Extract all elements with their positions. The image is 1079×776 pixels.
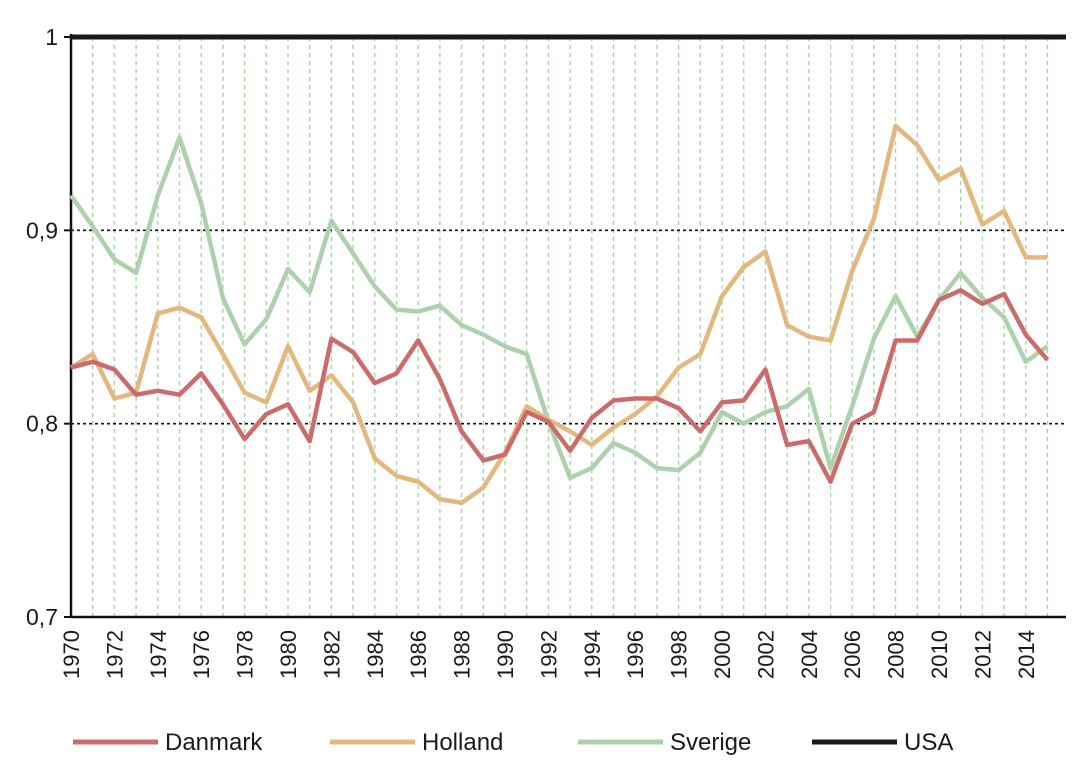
y-tick-labels: 0,7 0,8 0,9 1: [26, 24, 58, 630]
x-tick-label: 1994: [580, 630, 605, 679]
x-tick-label: 2000: [710, 630, 735, 679]
y-tick-label: 0,9: [26, 217, 58, 243]
x-tick-label: 2012: [970, 630, 995, 679]
series-line-danmark: [70, 288, 1050, 484]
y-tick-label: 0,7: [26, 604, 58, 630]
legend-label: Sverige: [670, 729, 751, 756]
legend: Danmark Holland Sverige USA: [73, 729, 953, 756]
x-tick-label: 1990: [493, 630, 518, 679]
x-tick-label: 2004: [797, 630, 822, 679]
series-layer: [69, 34, 1066, 506]
x-tick-label: 2010: [927, 630, 952, 679]
x-tick-label: 1984: [363, 630, 388, 679]
x-tick-label: 2002: [753, 630, 778, 679]
x-tick-label: 1976: [189, 630, 214, 679]
x-tick-label: 1972: [102, 630, 127, 679]
axes-layer: [64, 34, 1066, 619]
x-tick-labels: 1970 1972 1974 1976 1978 1980 1982 1984 1986 1988…: [59, 630, 1039, 679]
x-tick-label: 1974: [146, 630, 171, 679]
y-tick-label: 1: [45, 24, 58, 50]
x-tick-label: 2006: [840, 630, 865, 679]
grid-layer: [71, 37, 1066, 617]
x-tick-label: 1978: [233, 630, 258, 679]
y-tick-label: 0,8: [26, 411, 58, 437]
x-tick-label: 1988: [450, 630, 475, 679]
legend-item-danmark: Danmark: [73, 729, 263, 756]
x-tick-label: 1980: [276, 630, 301, 679]
x-tick-label: 1992: [536, 630, 561, 679]
legend-label: USA: [904, 729, 953, 756]
series-line-sverige: [69, 135, 1049, 481]
x-tick-label: 1970: [59, 630, 84, 679]
legend-item-usa: USA: [812, 729, 953, 756]
legend-label: Holland: [422, 729, 503, 756]
legend-item-sverige: Sverige: [578, 729, 751, 756]
x-tick-label: 1996: [623, 630, 648, 679]
series-line-holland: [69, 123, 1048, 506]
x-tick-label: 1998: [667, 630, 692, 679]
x-tick-label: 2014: [1014, 630, 1039, 679]
x-tick-label: 1982: [319, 630, 344, 679]
legend-label: Danmark: [165, 729, 263, 756]
legend-item-holland: Holland: [330, 729, 503, 756]
x-tick-label: 2008: [884, 630, 909, 679]
x-tick-label: 1986: [406, 630, 431, 679]
